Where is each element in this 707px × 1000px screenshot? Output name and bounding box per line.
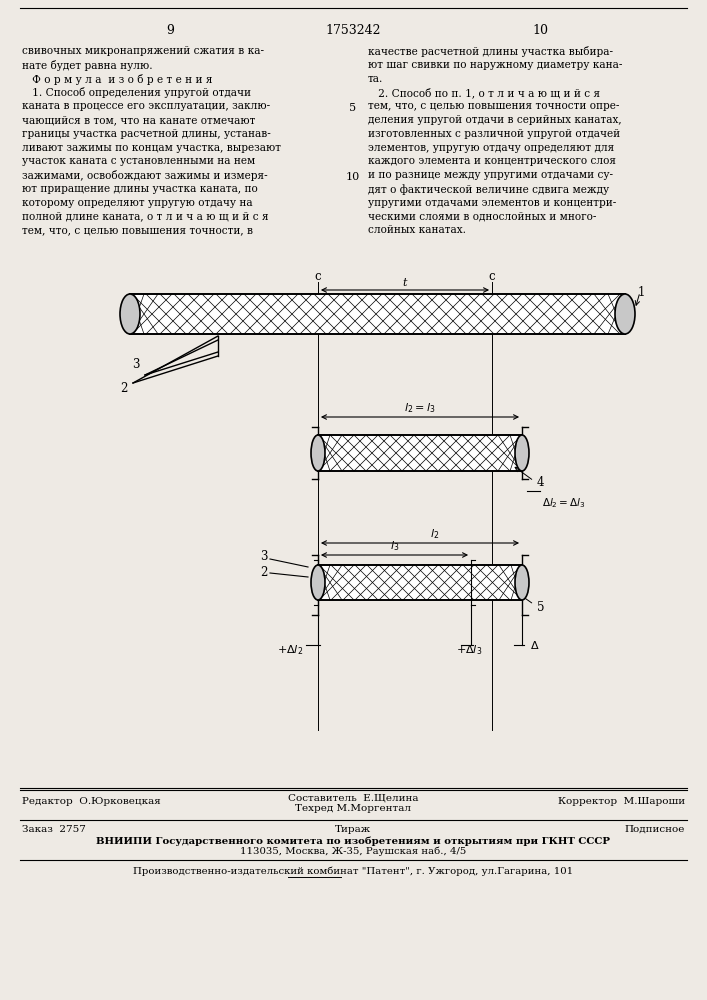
Text: 10: 10 [532, 24, 548, 37]
Bar [318, 565, 522, 600]
Text: и по разнице между упругими отдачами су-: и по разнице между упругими отдачами су- [368, 170, 613, 180]
Bar [318, 435, 522, 471]
Text: $l_2$: $l_2$ [431, 527, 440, 541]
Text: 10: 10 [346, 172, 360, 182]
Text: полной длине каната, о т л и ч а ю щ и й с я: полной длине каната, о т л и ч а ю щ и й… [22, 212, 269, 222]
Ellipse shape [120, 294, 140, 334]
Text: нате будет равна нулю.: нате будет равна нулю. [22, 60, 153, 71]
Text: чающийся в том, что на канате отмечают: чающийся в том, что на канате отмечают [22, 115, 255, 125]
Text: деления упругой отдачи в серийных канатах,: деления упругой отдачи в серийных каната… [368, 115, 621, 125]
Text: зажимами, освобождают зажимы и измеря-: зажимами, освобождают зажимы и измеря- [22, 170, 268, 181]
Text: 1: 1 [638, 286, 645, 299]
Text: 2: 2 [121, 381, 128, 394]
Text: $+\Delta l_3$: $+\Delta l_3$ [456, 643, 482, 657]
Text: ют приращение длины участка каната, по: ют приращение длины участка каната, по [22, 184, 258, 194]
Text: t: t [403, 278, 407, 288]
Ellipse shape [615, 294, 635, 334]
Text: Редактор  О.Юрковецкая: Редактор О.Юрковецкая [22, 797, 160, 806]
Text: элементов, упругую отдачу определяют для: элементов, упругую отдачу определяют для [368, 143, 614, 153]
Text: тем, что, с целью повышения точности, в: тем, что, с целью повышения точности, в [22, 225, 253, 235]
Text: 2. Способ по п. 1, о т л и ч а ю щ и й с я: 2. Способ по п. 1, о т л и ч а ю щ и й с… [368, 87, 600, 98]
Text: $\Delta l_2 = \Delta l_3$: $\Delta l_2 = \Delta l_3$ [542, 496, 585, 510]
Text: Производственно-издательский комбинат "Патент", г. Ужгород, ул.Гагарина, 101: Производственно-издательский комбинат "П… [133, 867, 573, 876]
Text: 4: 4 [537, 477, 544, 489]
Text: 9: 9 [166, 24, 174, 37]
Text: тем, что, с целью повышения точности опре-: тем, что, с целью повышения точности опр… [368, 101, 619, 111]
Text: c: c [315, 270, 321, 283]
Text: ют шаг свивки по наружному диаметру кана-: ют шаг свивки по наружному диаметру кана… [368, 60, 622, 70]
Text: та.: та. [368, 74, 383, 84]
Text: 3: 3 [260, 550, 268, 564]
Text: качестве расчетной длины участка выбира-: качестве расчетной длины участка выбира- [368, 46, 613, 57]
Text: ВНИИПИ Государственного комитета по изобретениям и открытиям при ГКНТ СССР: ВНИИПИ Государственного комитета по изоб… [96, 836, 610, 846]
Text: 2: 2 [261, 566, 268, 580]
Text: $l_3$: $l_3$ [390, 539, 399, 553]
Text: дят о фактической величине сдвига между: дят о фактической величине сдвига между [368, 184, 609, 195]
Text: свивочных микронапряжений сжатия в ка-: свивочных микронапряжений сжатия в ка- [22, 46, 264, 56]
Text: c: c [489, 270, 496, 283]
Ellipse shape [515, 435, 529, 471]
Text: 3: 3 [132, 359, 140, 371]
Text: 5: 5 [537, 601, 544, 614]
Text: 1753242: 1753242 [325, 24, 381, 37]
Bar [130, 294, 625, 334]
Text: Тираж: Тираж [335, 825, 371, 834]
Text: Корректор  М.Шароши: Корректор М.Шароши [558, 797, 685, 806]
Ellipse shape [515, 565, 529, 600]
Text: каждого элемента и концентрического слоя: каждого элемента и концентрического слоя [368, 156, 616, 166]
Text: Ф о р м у л а  и з о б р е т е н и я: Ф о р м у л а и з о б р е т е н и я [22, 74, 213, 85]
Text: участок каната с установленными на нем: участок каната с установленными на нем [22, 156, 255, 166]
Text: $l_2 = l_3$: $l_2 = l_3$ [404, 401, 436, 415]
Text: 1. Способ определения упругой отдачи: 1. Способ определения упругой отдачи [22, 87, 251, 98]
Bar [130, 294, 625, 334]
Text: Заказ  2757: Заказ 2757 [22, 825, 86, 834]
Text: $\Delta$: $\Delta$ [530, 639, 539, 651]
Text: Подписное: Подписное [624, 825, 685, 834]
Text: 5: 5 [349, 103, 356, 113]
Text: Составитель  Е.Щелина: Составитель Е.Щелина [288, 793, 419, 802]
Bar [318, 565, 522, 600]
Text: границы участка расчетной длины, устанав-: границы участка расчетной длины, устанав… [22, 129, 271, 139]
Ellipse shape [311, 435, 325, 471]
Text: каната в процессе его эксплуатации, заклю-: каната в процессе его эксплуатации, закл… [22, 101, 270, 111]
Text: Техред М.Моргентал: Техред М.Моргентал [295, 804, 411, 813]
Text: которому определяют упругую отдачу на: которому определяют упругую отдачу на [22, 198, 252, 208]
Bar [318, 435, 522, 471]
Text: ливают зажимы по концам участка, вырезают: ливают зажимы по концам участка, вырезаю… [22, 143, 281, 153]
Text: упругими отдачами элементов и концентри-: упругими отдачами элементов и концентри- [368, 198, 617, 208]
Text: слойных канатах.: слойных канатах. [368, 225, 466, 235]
Text: изготовленных с различной упругой отдачей: изготовленных с различной упругой отдаче… [368, 129, 620, 139]
Ellipse shape [311, 565, 325, 600]
Text: 113035, Москва, Ж-35, Раушская наб., 4/5: 113035, Москва, Ж-35, Раушская наб., 4/5 [240, 847, 466, 856]
Text: $+\Delta l_2$: $+\Delta l_2$ [277, 643, 303, 657]
Text: ческими слоями в однослойных и много-: ческими слоями в однослойных и много- [368, 212, 597, 222]
